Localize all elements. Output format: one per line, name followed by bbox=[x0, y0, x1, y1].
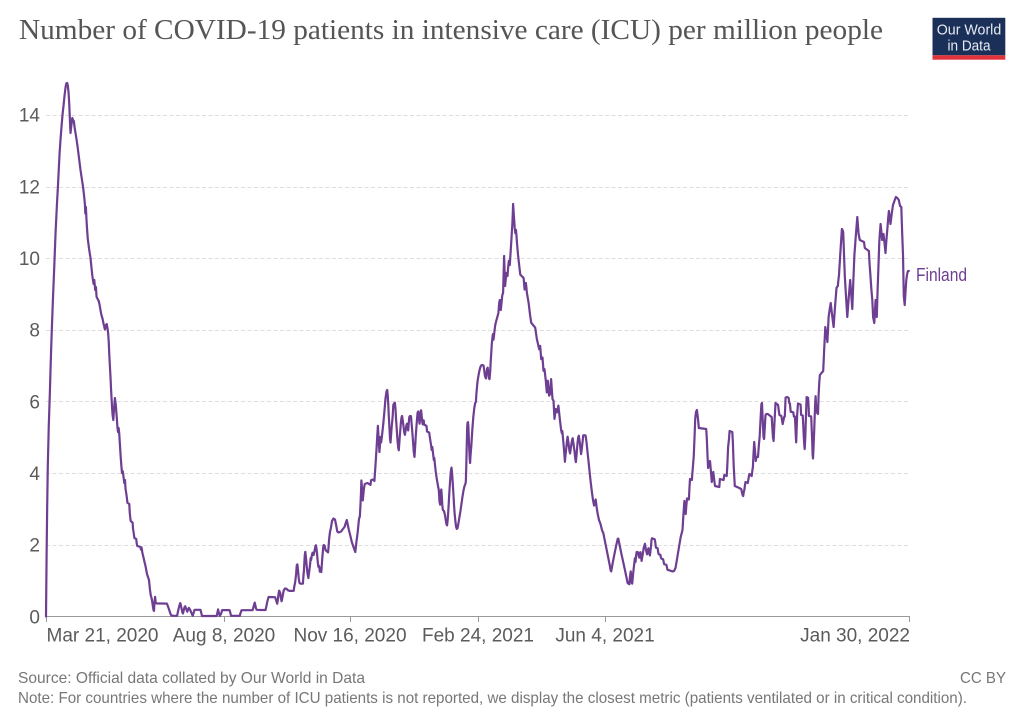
svg-text:Note: For countries where the: Note: For countries where the number of … bbox=[18, 690, 967, 707]
svg-text:Our World: Our World bbox=[937, 23, 1002, 39]
svg-text:in Data: in Data bbox=[948, 39, 992, 55]
svg-text:Nov 16, 2020: Nov 16, 2020 bbox=[293, 626, 406, 647]
svg-text:Aug 8, 2020: Aug 8, 2020 bbox=[173, 626, 275, 647]
svg-text:14: 14 bbox=[19, 106, 41, 127]
svg-text:6: 6 bbox=[29, 392, 40, 413]
svg-text:0: 0 bbox=[29, 607, 40, 628]
svg-text:Feb 24, 2021: Feb 24, 2021 bbox=[422, 626, 534, 647]
svg-text:Finland: Finland bbox=[916, 265, 967, 285]
svg-text:Source: Official data collated: Source: Official data collated by Our Wo… bbox=[18, 670, 365, 687]
svg-text:8: 8 bbox=[29, 321, 40, 342]
svg-text:Mar 21, 2020: Mar 21, 2020 bbox=[47, 626, 159, 647]
svg-text:2: 2 bbox=[29, 536, 40, 557]
svg-text:10: 10 bbox=[19, 249, 40, 270]
svg-text:Jan 30, 2022: Jan 30, 2022 bbox=[800, 626, 910, 647]
svg-text:Jun 4, 2021: Jun 4, 2021 bbox=[555, 626, 654, 647]
svg-text:CC BY: CC BY bbox=[960, 670, 1006, 687]
svg-text:12: 12 bbox=[19, 177, 40, 198]
svg-text:4: 4 bbox=[29, 464, 40, 485]
svg-text:Number of COVID-19 patients in: Number of COVID-19 patients in intensive… bbox=[19, 14, 883, 46]
